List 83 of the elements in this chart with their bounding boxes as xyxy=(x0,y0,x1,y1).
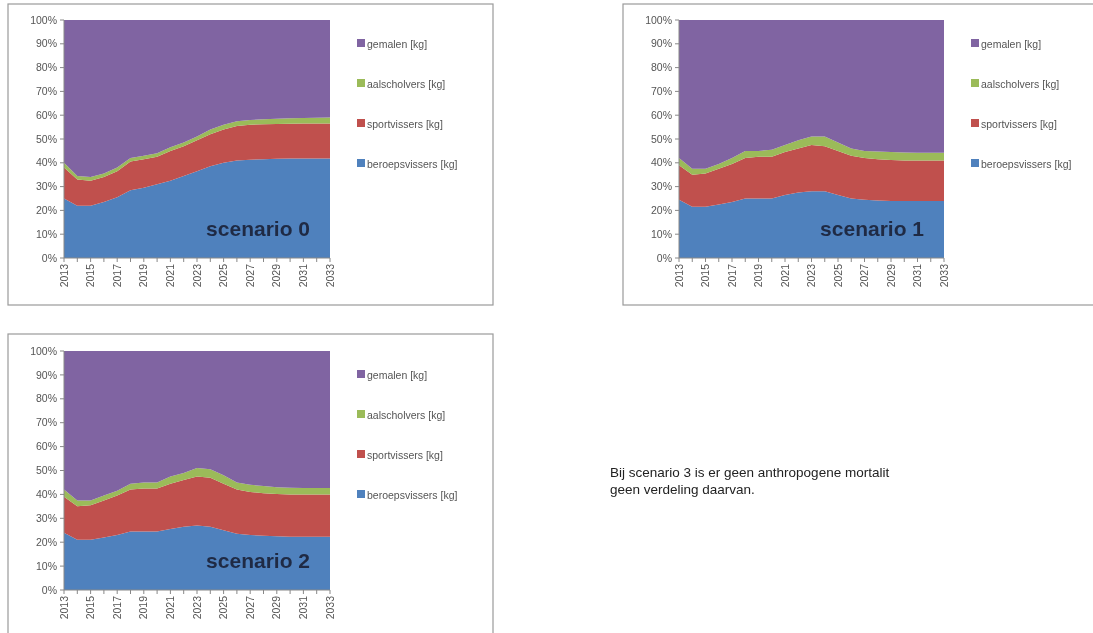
y-tick-label: 30% xyxy=(650,180,672,193)
y-tick-label: 50% xyxy=(35,132,57,145)
x-tick-label: 2027 xyxy=(243,263,256,288)
legend-label: beroepsvissers [kg] xyxy=(367,488,458,501)
x-tick-label: 2015 xyxy=(84,263,97,288)
legend-label: gemalen [kg] xyxy=(981,37,1042,50)
legend-label: aalscholvers [kg] xyxy=(367,77,446,90)
x-tick-label: 2029 xyxy=(884,263,897,288)
y-tick-label: 0% xyxy=(656,251,672,264)
x-tick-label: 2015 xyxy=(84,595,97,620)
x-tick-label: 2017 xyxy=(110,595,123,620)
legend-label: sportvissers [kg] xyxy=(367,117,443,130)
x-tick-label: 2031 xyxy=(911,263,924,288)
x-tick-label: 2021 xyxy=(778,263,791,288)
y-tick-label: 60% xyxy=(35,440,57,453)
x-tick-label: 2027 xyxy=(243,595,256,620)
text: scenario 0 xyxy=(206,217,310,240)
y-tick-label: 70% xyxy=(650,85,672,98)
x-tick-label: 2021 xyxy=(164,263,177,288)
y-tick-label: 90% xyxy=(35,37,57,50)
x-tick-label: 2013 xyxy=(57,595,70,620)
y-tick-label: 20% xyxy=(35,535,57,548)
x-tick-label: 2029 xyxy=(270,595,283,620)
x-tick-label: 2017 xyxy=(110,263,123,288)
x-tick-label: 2027 xyxy=(858,263,871,288)
y-tick-label: 20% xyxy=(650,204,672,217)
text: scenario 2 xyxy=(206,549,310,572)
text: geen verdeling daarvan. xyxy=(610,482,755,497)
y-tick-label: 100% xyxy=(30,13,57,26)
legend-label: sportvissers [kg] xyxy=(367,448,443,461)
y-tick-label: 80% xyxy=(650,61,672,74)
x-tick-label: 2031 xyxy=(297,263,310,288)
x-tick-label: 2023 xyxy=(805,263,818,288)
x-tick-label: 2017 xyxy=(725,263,738,288)
legend-label: gemalen [kg] xyxy=(367,368,428,381)
y-tick-label: 70% xyxy=(35,416,57,429)
y-tick-label: 30% xyxy=(35,511,57,524)
x-tick-label: 2023 xyxy=(190,263,203,288)
x-tick-label: 2013 xyxy=(57,263,70,288)
y-tick-label: 10% xyxy=(35,227,57,240)
y-tick-label: 90% xyxy=(650,37,672,50)
y-tick-label: 60% xyxy=(650,108,672,121)
x-tick-label: 2021 xyxy=(164,595,177,620)
y-tick-label: 20% xyxy=(35,204,57,217)
x-tick-label: 2033 xyxy=(323,595,336,620)
y-tick-label: 70% xyxy=(35,85,57,98)
text: Bij scenario 3 is er geen anthropogene mortalit xyxy=(610,465,890,480)
y-tick-label: 50% xyxy=(35,464,57,477)
y-tick-label: 50% xyxy=(650,132,672,145)
y-tick-label: 100% xyxy=(30,344,57,357)
x-tick-label: 2031 xyxy=(297,595,310,620)
legend-label: aalscholvers [kg] xyxy=(981,77,1060,90)
x-tick-label: 2033 xyxy=(323,263,336,288)
x-tick-label: 2019 xyxy=(752,263,765,288)
y-tick-label: 40% xyxy=(650,156,672,169)
y-tick-label: 80% xyxy=(35,392,57,405)
legend-label: sportvissers [kg] xyxy=(981,117,1057,130)
y-tick-label: 10% xyxy=(650,227,672,240)
legend-label: aalscholvers [kg] xyxy=(367,408,446,421)
x-tick-label: 2025 xyxy=(217,595,230,620)
x-tick-label: 2019 xyxy=(137,263,150,288)
y-tick-label: 90% xyxy=(35,368,57,381)
y-tick-label: 100% xyxy=(645,13,672,26)
y-tick-label: 40% xyxy=(35,488,57,501)
legend-label: gemalen [kg] xyxy=(367,37,428,50)
y-tick-label: 10% xyxy=(35,559,57,572)
x-tick-label: 2033 xyxy=(937,263,950,288)
x-tick-label: 2025 xyxy=(217,263,230,288)
y-tick-label: 40% xyxy=(35,156,57,169)
legend-label: beroepsvissers [kg] xyxy=(367,157,458,170)
x-tick-label: 2029 xyxy=(270,263,283,288)
y-tick-label: 60% xyxy=(35,108,57,121)
x-tick-label: 2013 xyxy=(672,263,685,288)
y-tick-label: 80% xyxy=(35,61,57,74)
y-tick-label: 0% xyxy=(41,583,57,596)
legend-label: beroepsvissers [kg] xyxy=(981,157,1072,170)
y-tick-label: 0% xyxy=(41,251,57,264)
x-tick-label: 2019 xyxy=(137,595,150,620)
x-tick-label: 2015 xyxy=(699,263,712,288)
text: scenario 1 xyxy=(820,217,925,240)
x-tick-label: 2025 xyxy=(831,263,844,288)
y-tick-label: 30% xyxy=(35,180,57,193)
x-tick-label: 2023 xyxy=(190,595,203,620)
